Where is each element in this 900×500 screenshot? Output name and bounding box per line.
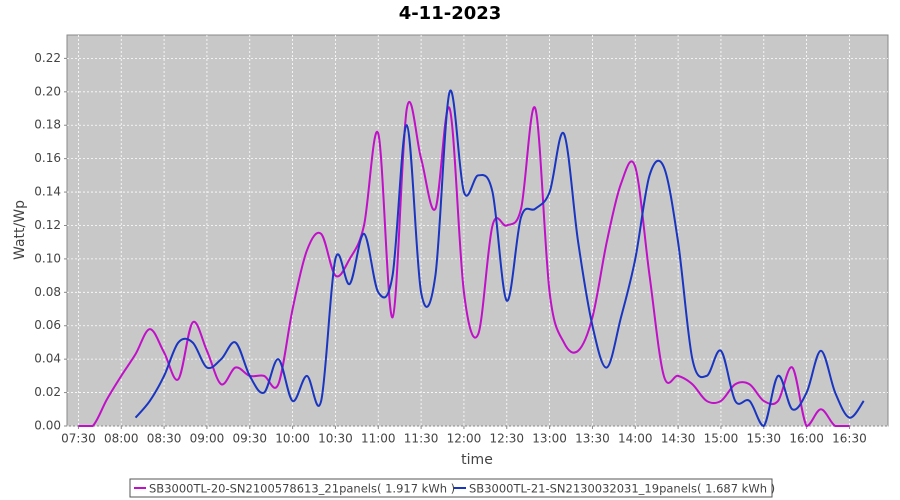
y-tick-label: 0.14 xyxy=(34,185,61,199)
x-tick-label: 16:30 xyxy=(832,432,867,446)
x-tick-label: 11:30 xyxy=(404,432,439,446)
y-tick-label: 0.20 xyxy=(34,84,61,98)
x-tick-label: 08:00 xyxy=(104,432,139,446)
y-tick-label: 0.22 xyxy=(34,51,61,65)
y-tick-label: 0.18 xyxy=(34,118,61,132)
y-tick-label: 0.10 xyxy=(34,251,61,265)
x-tick-label: 08:30 xyxy=(147,432,182,446)
plot-area xyxy=(66,34,889,427)
y-tick-label: 0.02 xyxy=(34,385,61,399)
y-tick-label: 0.04 xyxy=(34,352,61,366)
x-tick-label: 12:00 xyxy=(447,432,482,446)
x-tick-label: 14:00 xyxy=(618,432,653,446)
x-tick-label: 12:30 xyxy=(489,432,524,446)
chart-title: 4-11-2023 xyxy=(399,3,502,24)
x-tick-label: 15:30 xyxy=(746,432,781,446)
y-tick-label: 0.08 xyxy=(34,285,61,299)
y-tick-label: 0.12 xyxy=(34,218,61,232)
y-tick-label: 0.00 xyxy=(34,419,61,433)
x-tick-label: 13:00 xyxy=(532,432,567,446)
x-tick-label: 11:00 xyxy=(361,432,396,446)
x-tick-label: 10:30 xyxy=(318,432,353,446)
y-tick-label: 0.16 xyxy=(34,151,61,165)
x-tick-label: 13:30 xyxy=(575,432,610,446)
legend-label: SB3000TL-20-SN2100578613_21panels( 1.917… xyxy=(149,482,455,496)
x-tick-label: 14:30 xyxy=(661,432,696,446)
y-tick-label: 0.06 xyxy=(34,318,61,332)
x-tick-label: 09:00 xyxy=(190,432,225,446)
x-tick-label: 07:30 xyxy=(61,432,96,446)
x-tick-label: 09:30 xyxy=(232,432,267,446)
series-line xyxy=(78,100,850,428)
x-tick-label: 10:00 xyxy=(275,432,310,446)
legend xyxy=(129,478,773,498)
legend-label: SB3000TL-21-SN2130032031_19panels( 1.687… xyxy=(469,482,775,496)
x-tick-label: 15:00 xyxy=(704,432,739,446)
x-axis-label: time xyxy=(461,452,493,468)
x-tick-label: 16:00 xyxy=(789,432,824,446)
series-line xyxy=(134,89,865,428)
y-axis-label: Watt/Wp xyxy=(12,200,28,260)
